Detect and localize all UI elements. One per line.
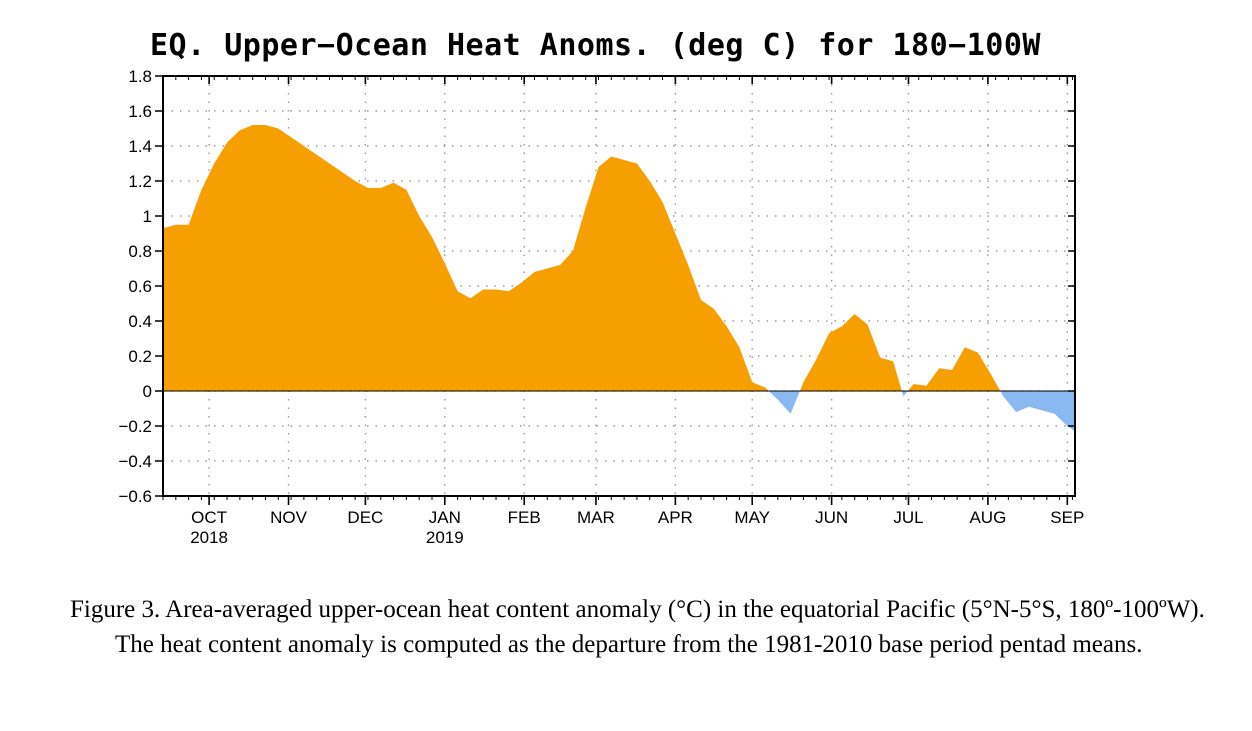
x-month-label: OCT bbox=[191, 508, 227, 527]
y-tick-label: −0.6 bbox=[118, 487, 152, 506]
x-month-label: NOV bbox=[270, 508, 308, 527]
y-tick-label: 1.4 bbox=[128, 137, 152, 156]
y-tick-label: 0.8 bbox=[128, 242, 152, 261]
y-tick-label: 0.4 bbox=[128, 312, 152, 331]
x-month-label: APR bbox=[658, 508, 693, 527]
axes: 1.8 1.6 1.4 1.2 1 0.8 0.6 0.4 0.2 0 −0.2 −0.4 −0.6 OC… bbox=[118, 67, 1084, 547]
y-tick-label: 0.2 bbox=[128, 347, 152, 366]
x-month-label: JUN bbox=[815, 508, 848, 527]
x-month-label: JUL bbox=[893, 508, 923, 527]
x-month-label: SEP bbox=[1050, 508, 1084, 527]
y-tick-label: 0.6 bbox=[128, 277, 152, 296]
x-month-label: MAR bbox=[577, 508, 615, 527]
caption-text: Figure 3. Area-averaged upper-ocean heat… bbox=[70, 596, 1205, 658]
x-year-label: 2018 bbox=[190, 528, 228, 547]
x-month-label: MAY bbox=[734, 508, 770, 527]
y-tick-label: −0.4 bbox=[118, 452, 152, 471]
anomaly-area bbox=[163, 125, 1075, 432]
x-month-label: JAN bbox=[429, 508, 461, 527]
grid-lines bbox=[163, 76, 1075, 496]
x-year-label: 2019 bbox=[426, 528, 464, 547]
y-tick-label: 1.6 bbox=[128, 102, 152, 121]
chart-area: 1.8 1.6 1.4 1.2 1 0.8 0.6 0.4 0.2 0 −0.2 −0.4 −0.6 OC… bbox=[118, 67, 1084, 547]
y-tick-label: −0.2 bbox=[118, 417, 152, 436]
y-tick-label: 0 bbox=[143, 382, 152, 401]
x-month-label: DEC bbox=[347, 508, 383, 527]
chart-title: EQ. Upper−Ocean Heat Anoms. (deg C) for … bbox=[150, 28, 1041, 63]
y-tick-label: 1.2 bbox=[128, 172, 152, 191]
x-month-label: FEB bbox=[508, 508, 541, 527]
y-tick-label: 1.8 bbox=[128, 67, 152, 86]
x-month-label: AUG bbox=[969, 508, 1006, 527]
positive-anomaly-area bbox=[163, 125, 1075, 391]
figure-caption: Figure 3. Area-averaged upper-ocean heat… bbox=[70, 592, 1230, 662]
y-tick-label: 1 bbox=[143, 207, 152, 226]
